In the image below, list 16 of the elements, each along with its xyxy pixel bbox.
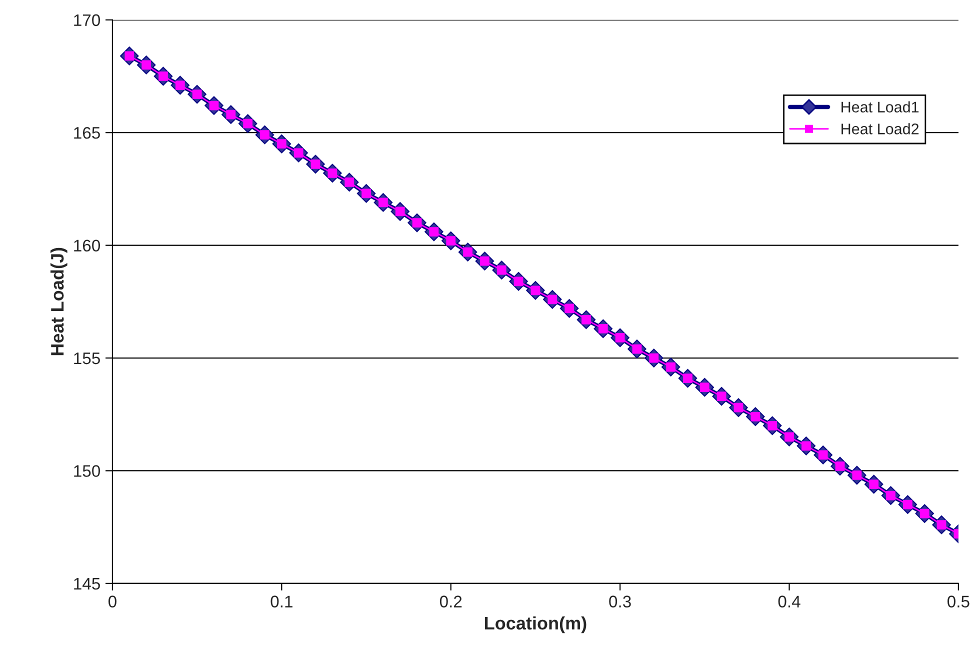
x-axis-title: Location(m) — [485, 616, 586, 634]
x-tick-label: 0 — [108, 596, 116, 608]
x-tick-label: 0.2 — [440, 596, 462, 608]
y-axis-title: Heat Load(J) — [50, 248, 68, 356]
x-tick-label: 0.3 — [609, 596, 631, 608]
y-tick-label: 165 — [74, 127, 100, 139]
legend-label: Heat Load2 — [842, 123, 919, 134]
y-tick-label: 145 — [74, 578, 100, 590]
y-tick-label: 155 — [74, 352, 100, 364]
y-tick-label: 150 — [74, 465, 100, 477]
x-tick-label: 0.1 — [270, 596, 292, 608]
x-tick-label: 0.5 — [948, 596, 970, 608]
y-tick-label: 160 — [74, 240, 100, 252]
y-tick-label: 170 — [74, 14, 100, 26]
x-tick-label: 0.4 — [778, 596, 800, 608]
legend-label: Heat Load1 — [842, 101, 919, 112]
